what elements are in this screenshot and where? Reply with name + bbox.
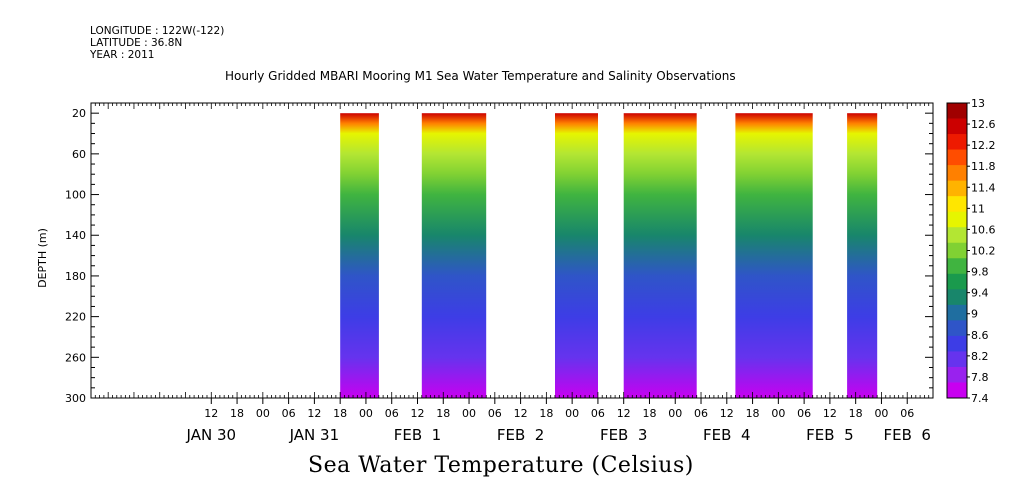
data-segment-4 <box>623 113 697 398</box>
x-hour-tick-label: 00 <box>771 407 785 420</box>
x-hour-tick-label: 00 <box>462 407 476 420</box>
colorbar-cell <box>947 320 967 337</box>
data-segment-3 <box>555 113 598 398</box>
colorbar-cell <box>947 258 967 275</box>
colorbar-label: 12.2 <box>971 139 996 152</box>
colorbar-cell <box>947 242 967 259</box>
axes-layer: 12 18 00 06 12 18 00 06 12 18 00 06 12 18 00 06 12 18 00 06… <box>65 102 934 444</box>
x-hour-tick-label: 12 <box>307 407 321 420</box>
colorbar-cell <box>947 351 967 368</box>
colorbar-label: 13 <box>971 97 985 110</box>
x-hour-tick-label: 06 <box>591 407 605 420</box>
chart-title: Hourly Gridded MBARI Mooring M1 Sea Wate… <box>225 69 736 83</box>
colorbar-cell <box>947 304 967 321</box>
colorbar-cell <box>947 227 967 244</box>
colorbar-label: 9 <box>971 308 978 321</box>
data-segment-6 <box>847 113 878 398</box>
colorbar-cell <box>947 335 967 352</box>
y-tick-label: 60 <box>72 148 86 161</box>
x-hour-tick-label: 00 <box>256 407 270 420</box>
colorbar-cell <box>947 118 967 135</box>
y-tick-label: 100 <box>65 189 86 202</box>
x-hour-tick-label: 12 <box>617 407 631 420</box>
x-hour-tick-label: 06 <box>282 407 296 420</box>
y-tick-label: 220 <box>65 311 86 324</box>
x-hour-tick-label: 18 <box>230 407 244 420</box>
colorbar-cell <box>947 134 967 150</box>
colorbar-cell <box>947 366 967 383</box>
x-hour-tick-label: 12 <box>823 407 837 420</box>
x-date-label: FEB 2 <box>497 426 544 444</box>
colorbar-cell <box>947 103 967 119</box>
colorbar-label: 10.2 <box>971 245 996 258</box>
x-hour-tick-label: 06 <box>694 407 708 420</box>
x-hour-tick-label: 06 <box>385 407 399 420</box>
x-hour-tick-label: 00 <box>565 407 579 420</box>
x-date-label: JAN 31 <box>289 426 340 444</box>
colorbar-cell <box>947 289 967 306</box>
data-layer <box>340 113 878 398</box>
y-tick-label: 140 <box>65 229 86 242</box>
x-date-label: FEB 5 <box>806 426 853 444</box>
colorbar-cell <box>947 180 967 197</box>
colorbar-label: 9.8 <box>971 266 989 279</box>
y-axis-label: DEPTH (m) <box>36 228 49 288</box>
x-date-label: JAN 30 <box>186 426 237 444</box>
colorbar-label: 9.4 <box>971 287 989 300</box>
colorbar-label: 7.4 <box>971 392 989 405</box>
y-tick-label: 260 <box>65 351 86 364</box>
x-hour-tick-label: 00 <box>874 407 888 420</box>
data-segment-5 <box>735 113 813 398</box>
x-hour-tick-label: 00 <box>668 407 682 420</box>
colorbar-title: Sea Water Temperature (Celsius) <box>308 453 694 478</box>
colorbar-label: 8.6 <box>971 329 989 342</box>
colorbar-label: 10.6 <box>971 223 996 236</box>
colorbar: 13 12.6 12.2 11.8 11.4 11 10.6 10.2 9.8 9.4 9 8.6 8.… <box>946 97 996 405</box>
y-tick-label: 180 <box>65 270 86 283</box>
y-tick-label: 20 <box>72 107 86 120</box>
x-hour-tick-label: 18 <box>746 407 760 420</box>
colorbar-cell <box>947 149 967 166</box>
x-hour-tick-label: 12 <box>720 407 734 420</box>
x-hour-tick-label: 18 <box>642 407 656 420</box>
longitude-label: LONGITUDE : 122W(-122) <box>90 25 225 37</box>
colorbar-cell <box>947 165 967 182</box>
x-hour-tick-label: 18 <box>849 407 863 420</box>
colorbar-cell <box>947 273 967 290</box>
data-segment-2 <box>421 113 487 398</box>
latitude-label: LATITUDE : 36.8N <box>90 37 183 49</box>
x-hour-tick-label: 06 <box>488 407 502 420</box>
x-date-label: FEB 1 <box>394 426 441 444</box>
x-hour-tick-label: 00 <box>359 407 373 420</box>
x-hour-tick-label: 18 <box>436 407 450 420</box>
colorbar-label: 7.8 <box>971 371 989 384</box>
x-date-label: FEB 6 <box>883 426 930 444</box>
x-hour-tick-label: 06 <box>900 407 914 420</box>
colorbar-cell <box>947 211 967 228</box>
colorbar-label: 12.6 <box>971 118 996 131</box>
y-tick-label: 300 <box>65 392 86 405</box>
data-segment-1 <box>340 113 379 398</box>
x-hour-tick-label: 12 <box>204 407 218 420</box>
x-hour-tick-label: 18 <box>539 407 553 420</box>
x-hour-tick-label: 12 <box>514 407 528 420</box>
x-hour-tick-label: 18 <box>333 407 347 420</box>
x-date-label: FEB 3 <box>600 426 647 444</box>
x-hour-tick-label: 06 <box>797 407 811 420</box>
x-hour-tick-label: 12 <box>410 407 424 420</box>
colorbar-cell <box>947 196 967 213</box>
colorbar-label: 11.8 <box>971 160 996 173</box>
colorbar-label: 11.4 <box>971 181 996 194</box>
colorbar-label: 11 <box>971 202 985 215</box>
x-date-label: FEB 4 <box>703 426 750 444</box>
year-label: YEAR : 2011 <box>90 49 155 61</box>
colorbar-cell <box>947 382 967 399</box>
colorbar-label: 8.2 <box>971 350 989 363</box>
